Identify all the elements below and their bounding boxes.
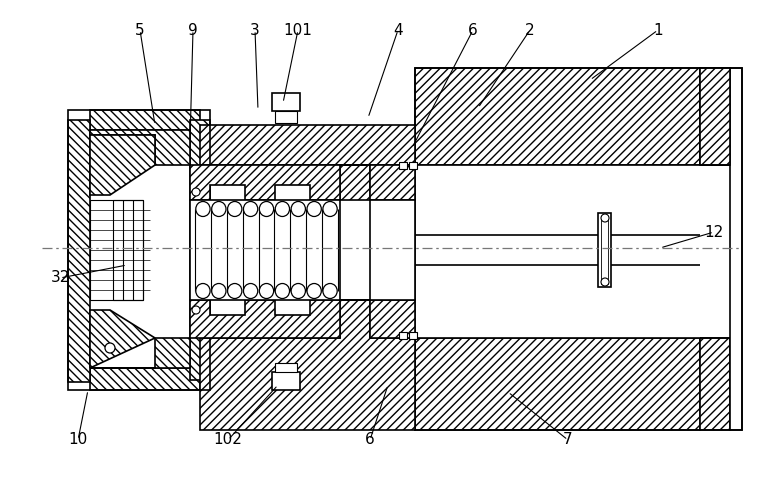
Text: 5: 5 (136, 23, 145, 37)
Polygon shape (90, 130, 190, 165)
Bar (730, 68, 742, 430)
Bar (275, 363, 297, 372)
Circle shape (601, 214, 609, 222)
Ellipse shape (196, 284, 210, 298)
Bar (399, 332, 407, 339)
Polygon shape (700, 68, 730, 165)
Ellipse shape (212, 202, 226, 217)
Ellipse shape (276, 284, 289, 298)
Bar (415, 165, 700, 235)
Polygon shape (190, 300, 340, 338)
Bar (272, 93, 300, 111)
Polygon shape (90, 368, 200, 390)
Bar (90, 200, 143, 300)
Text: 6: 6 (468, 23, 478, 37)
Text: 4: 4 (393, 23, 403, 37)
Text: 101: 101 (284, 23, 313, 37)
Ellipse shape (260, 202, 273, 217)
Text: 7: 7 (563, 433, 573, 447)
Polygon shape (340, 300, 415, 338)
Polygon shape (340, 165, 415, 200)
Text: 32: 32 (50, 271, 70, 285)
Ellipse shape (244, 202, 258, 217)
Polygon shape (190, 120, 210, 380)
Ellipse shape (323, 202, 337, 217)
Polygon shape (700, 68, 730, 165)
Polygon shape (68, 120, 90, 382)
Ellipse shape (291, 284, 305, 298)
Polygon shape (90, 135, 155, 195)
Bar (601, 216, 608, 284)
Ellipse shape (323, 284, 337, 298)
Bar (409, 162, 417, 169)
Bar (190, 200, 340, 300)
Text: 1: 1 (653, 23, 663, 37)
Bar (415, 265, 700, 338)
Text: 12: 12 (704, 225, 724, 240)
Polygon shape (415, 68, 700, 165)
Text: 2: 2 (525, 23, 534, 37)
Polygon shape (90, 310, 155, 368)
Ellipse shape (291, 202, 305, 217)
Polygon shape (415, 338, 700, 430)
Circle shape (192, 188, 200, 196)
Ellipse shape (228, 284, 242, 298)
Ellipse shape (228, 202, 242, 217)
Text: 10: 10 (68, 433, 88, 447)
Bar (272, 372, 300, 390)
Polygon shape (90, 338, 190, 368)
Bar (275, 111, 297, 123)
Polygon shape (190, 165, 340, 200)
Circle shape (192, 306, 200, 314)
Ellipse shape (260, 284, 273, 298)
Circle shape (601, 278, 609, 286)
Bar (370, 200, 415, 300)
Ellipse shape (307, 284, 321, 298)
Text: 6: 6 (365, 433, 375, 447)
Ellipse shape (307, 202, 321, 217)
Text: 9: 9 (188, 23, 198, 37)
Ellipse shape (196, 202, 210, 217)
Ellipse shape (244, 284, 258, 298)
Ellipse shape (212, 284, 226, 298)
Bar (598, 213, 611, 287)
Ellipse shape (276, 202, 289, 217)
Polygon shape (200, 300, 415, 430)
Polygon shape (90, 110, 200, 130)
Text: 102: 102 (213, 433, 242, 447)
Bar (409, 332, 417, 339)
Polygon shape (700, 338, 730, 430)
Circle shape (105, 343, 115, 353)
Polygon shape (200, 125, 415, 200)
Text: 3: 3 (250, 23, 260, 37)
Bar (399, 162, 407, 169)
